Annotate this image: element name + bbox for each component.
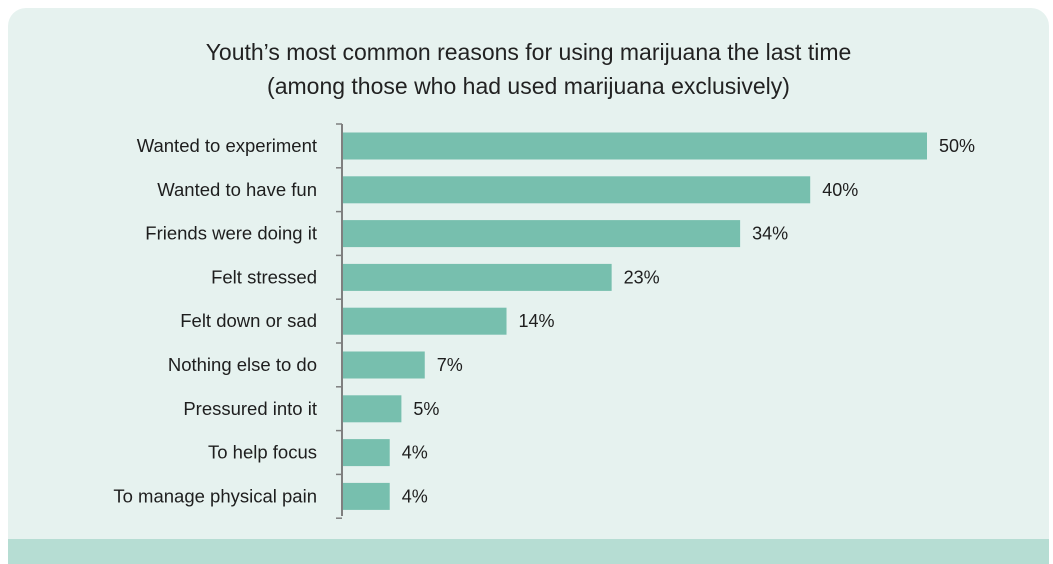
bar <box>343 395 402 423</box>
category-label: Wanted to experiment <box>137 135 317 156</box>
bar <box>343 220 741 248</box>
category-label: Friends were doing it <box>145 223 317 244</box>
category-label: Pressured into it <box>183 398 317 419</box>
category-label: Felt stressed <box>211 266 317 287</box>
category-label: Wanted to have fun <box>157 179 317 200</box>
value-label: 4% <box>402 443 428 463</box>
value-label: 34% <box>752 224 788 244</box>
bar <box>343 351 425 379</box>
chart-subtitle: (among those who had used marijuana excl… <box>267 73 790 99</box>
category-label: Felt down or sad <box>180 310 317 331</box>
bar <box>343 132 927 160</box>
footer-band <box>8 539 1049 564</box>
chart-title-block: Youth’s most common reasons for using ma… <box>8 35 1049 103</box>
category-label: To manage physical pain <box>113 485 317 506</box>
bar <box>343 176 811 204</box>
value-label: 5% <box>413 399 439 419</box>
value-label: 40% <box>822 180 858 200</box>
bar <box>343 263 612 291</box>
value-label: 4% <box>402 486 428 506</box>
bar <box>343 439 390 467</box>
value-label: 7% <box>437 355 463 375</box>
category-label: To help focus <box>208 442 317 463</box>
value-label: 14% <box>519 311 555 331</box>
chart-title: Youth’s most common reasons for using ma… <box>205 39 852 65</box>
value-label: 50% <box>939 136 975 156</box>
bar <box>343 482 390 510</box>
category-label: Nothing else to do <box>168 354 317 375</box>
chart-panel: Youth’s most common reasons for using ma… <box>8 8 1049 564</box>
bar <box>343 307 507 335</box>
value-label: 23% <box>624 267 660 287</box>
